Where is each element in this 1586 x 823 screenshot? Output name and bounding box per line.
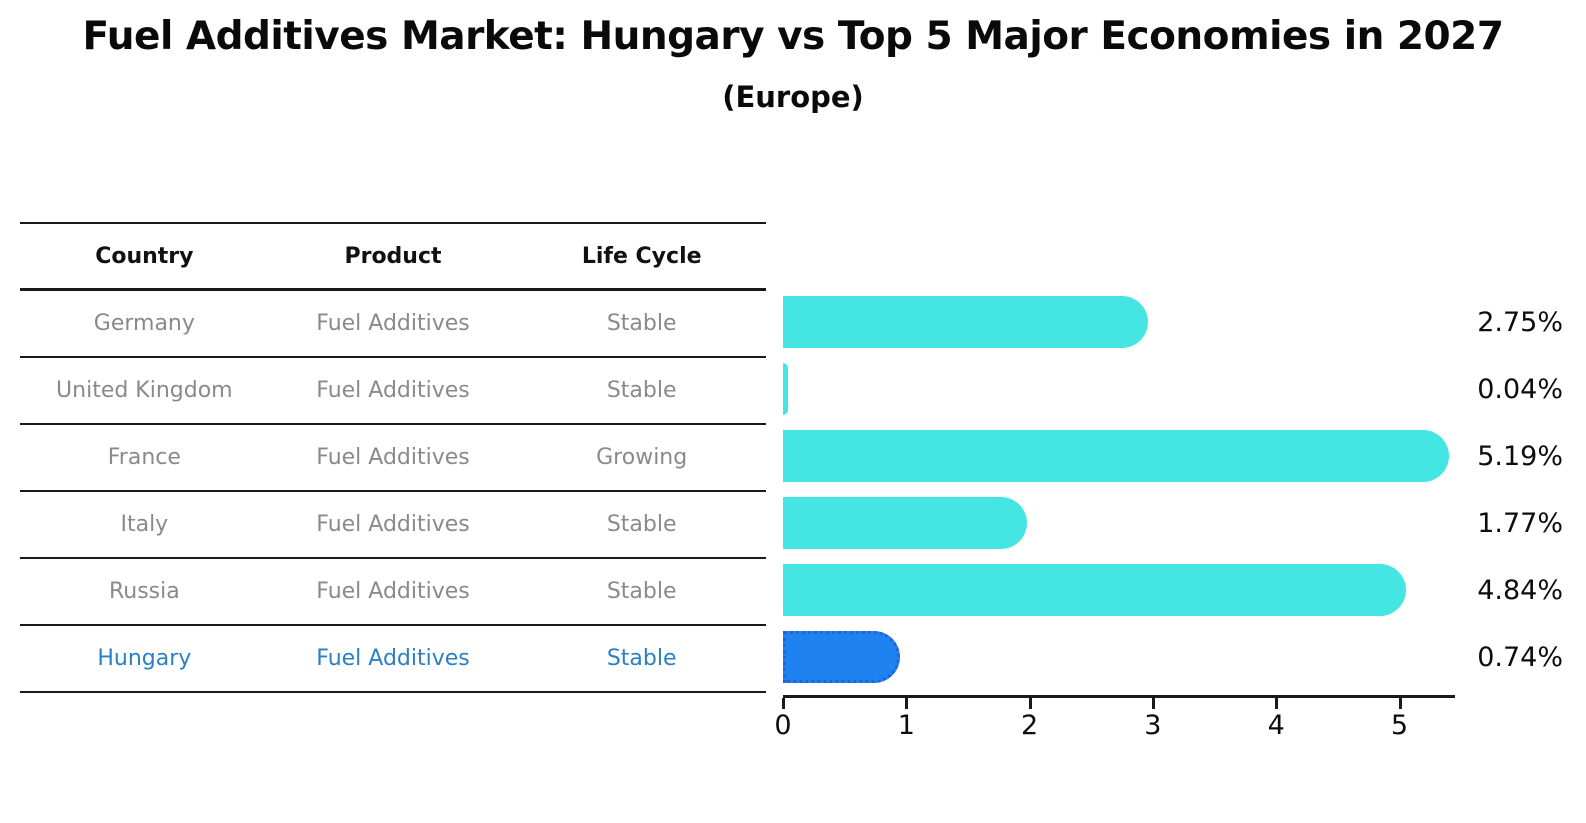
x-tick-label: 0	[774, 710, 792, 741]
bar	[783, 563, 1406, 616]
x-tick-mark	[1151, 698, 1155, 709]
chart-title: Fuel Additives Market: Hungary vs Top 5 …	[82, 14, 1504, 59]
bar-value-label: 0.04%	[1477, 373, 1563, 405]
table-cell-product: Fuel Additives	[316, 311, 470, 336]
bar-value-label: 0.74%	[1477, 641, 1563, 673]
country-table: Country Product Life Cycle Germany Fuel …	[20, 222, 766, 693]
table-cell-country: Germany	[93, 311, 195, 336]
column-header-life-cycle: Life Cycle	[581, 243, 702, 269]
bar	[783, 362, 788, 415]
x-tick-mark	[1398, 698, 1402, 709]
x-tick-mark	[905, 698, 909, 709]
x-tick-mark	[782, 698, 785, 709]
column-header-country: Country	[95, 243, 194, 269]
bar-value-label: 1.77%	[1477, 507, 1563, 539]
x-tick-label: 1	[897, 710, 915, 741]
table-header-row: Country Product Life Cycle	[20, 224, 766, 291]
table-cell-country: Russia	[108, 579, 180, 604]
table-cell-country: Italy	[120, 512, 169, 537]
column-header-product: Product	[344, 243, 442, 269]
table-body: Germany Fuel Additives Stable United Kin…	[20, 291, 766, 693]
table-row: Russia Fuel Additives Stable	[20, 559, 766, 626]
table-row: Germany Fuel Additives Stable	[20, 291, 766, 358]
table-cell-life-cycle: Growing	[596, 445, 688, 470]
table-cell-country: France	[107, 445, 181, 470]
bar-value-label: 2.75%	[1477, 306, 1563, 338]
table-row: Italy Fuel Additives Stable	[20, 492, 766, 559]
bars-panel	[783, 222, 1455, 691]
table-cell-product: Fuel Additives	[316, 445, 470, 470]
x-tick-label: 3	[1144, 710, 1162, 741]
table-cell-product: Fuel Additives	[316, 579, 470, 604]
table-row: France Fuel Additives Growing	[20, 425, 766, 492]
bar	[783, 496, 1028, 549]
table-cell-product: Fuel Additives	[316, 512, 470, 537]
table-cell-life-cycle: Stable	[606, 512, 677, 537]
x-axis-line	[783, 695, 1455, 698]
bar-highlighted	[783, 630, 901, 683]
table-cell-life-cycle: Stable	[606, 646, 677, 671]
table-row: United Kingdom Fuel Additives Stable	[20, 358, 766, 425]
x-tick-mark	[1028, 698, 1032, 709]
x-tick-mark	[1275, 698, 1279, 709]
bar	[783, 295, 1149, 348]
bar	[783, 429, 1449, 482]
bar-value-label: 4.84%	[1477, 574, 1563, 606]
table-cell-country: United Kingdom	[56, 378, 233, 403]
table-cell-country: Hungary	[97, 646, 192, 671]
table-cell-life-cycle: Stable	[606, 311, 677, 336]
table-cell-product: Fuel Additives	[316, 646, 470, 671]
table-cell-life-cycle: Stable	[606, 378, 677, 403]
x-tick-label: 4	[1267, 710, 1285, 741]
table-cell-product: Fuel Additives	[316, 378, 470, 403]
x-tick-label: 5	[1390, 710, 1409, 741]
bar-value-label: 5.19%	[1477, 440, 1563, 472]
table-cell-life-cycle: Stable	[606, 579, 677, 604]
x-tick-label: 2	[1021, 710, 1039, 741]
chart-subtitle: (Europe)	[722, 80, 864, 114]
table-row: Hungary Fuel Additives Stable	[20, 626, 766, 693]
